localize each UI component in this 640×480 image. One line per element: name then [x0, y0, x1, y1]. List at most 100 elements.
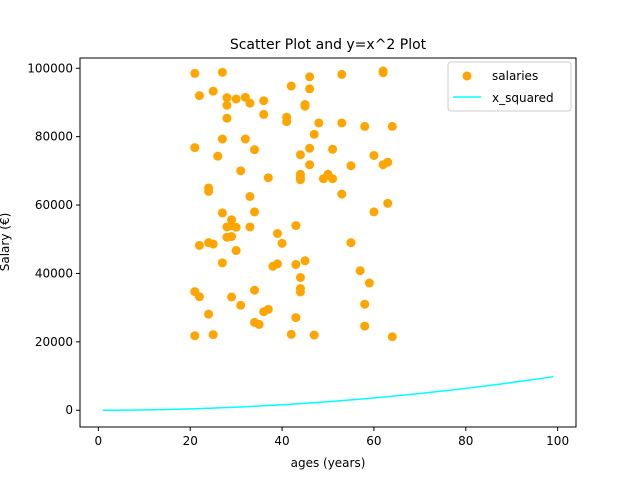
scatter-point	[364, 278, 374, 288]
scatter-point	[208, 86, 218, 96]
scatter-point	[309, 129, 319, 139]
scatter-point	[194, 240, 204, 250]
scatter-point	[305, 160, 315, 170]
y-tick-label: 20000	[35, 335, 73, 349]
y-axis-label: Salary (€)	[0, 213, 12, 272]
scatter-point	[387, 332, 397, 342]
scatter-point	[204, 309, 214, 319]
scatter-point	[217, 67, 227, 77]
x-tick-label: 40	[274, 434, 289, 448]
scatter-point	[360, 121, 370, 131]
scatter-point	[259, 109, 269, 119]
legend-label-x-squared: x_squared	[492, 91, 554, 105]
scatter-point	[217, 134, 227, 144]
scatter-point	[383, 198, 393, 208]
scatter-point	[236, 300, 246, 310]
scatter-point	[346, 161, 356, 171]
scatter-point	[254, 319, 264, 329]
scatter-point	[291, 260, 301, 270]
x-tick-label: 80	[458, 434, 473, 448]
scatter-point	[245, 222, 255, 232]
points-layer	[190, 66, 397, 342]
scatter-point	[231, 94, 241, 104]
scatter-point	[291, 221, 301, 231]
series-line-x-squared	[102, 375, 554, 411]
scatter-point	[194, 91, 204, 101]
scatter-point	[222, 113, 232, 123]
scatter-point	[295, 287, 305, 297]
scatter-point	[272, 259, 282, 269]
scatter-point	[282, 117, 292, 127]
scatter-point	[231, 222, 241, 232]
scatter-point	[250, 285, 260, 295]
scatter-point	[208, 330, 218, 340]
scatter-point	[190, 143, 200, 153]
scatter-point	[369, 150, 379, 160]
scatter-point	[231, 246, 241, 256]
x-tick-label: 0	[95, 434, 103, 448]
x-axis-ticks: 0 20 40 60 80 100	[95, 427, 569, 448]
scatter-point	[337, 118, 347, 128]
scatter-point	[286, 81, 296, 91]
scatter-point	[259, 96, 269, 106]
scatter-point	[190, 68, 200, 78]
line-layer	[102, 375, 554, 411]
scatter-point	[346, 238, 356, 248]
axes-frame	[79, 57, 577, 428]
scatter-point	[227, 232, 237, 242]
scatter-point	[240, 134, 250, 144]
scatter-point	[222, 100, 232, 110]
legend-box	[447, 61, 572, 112]
scatter-point	[314, 118, 324, 128]
scatter-point	[305, 84, 315, 94]
scatter-point	[305, 143, 315, 153]
y-tick-label: 40000	[35, 266, 73, 280]
legend-label-salaries: salaries	[492, 69, 538, 83]
scatter-point	[204, 186, 214, 196]
plot-area	[102, 66, 554, 411]
scatter-point	[295, 150, 305, 160]
scatter-point	[272, 228, 282, 238]
scatter-point	[194, 292, 204, 302]
scatter-point	[236, 166, 246, 176]
x-axis-label: ages (years)	[291, 456, 366, 470]
x-tick-label: 100	[546, 434, 569, 448]
y-tick-label: 100000	[27, 61, 73, 75]
x-tick-label: 60	[366, 434, 381, 448]
scatter-point	[263, 304, 273, 314]
x-tick-label: 20	[183, 434, 198, 448]
scatter-point	[277, 238, 287, 248]
scatter-point	[305, 72, 315, 82]
y-tick-label: 60000	[35, 198, 73, 212]
scatter-point	[222, 93, 232, 103]
scatter-point	[378, 160, 388, 170]
scatter-point	[355, 266, 365, 276]
scatter-point	[217, 258, 227, 268]
legend-marker-salaries	[462, 71, 472, 81]
scatter-point	[213, 151, 223, 161]
scatter-point	[250, 145, 260, 155]
scatter-point	[217, 208, 227, 218]
y-axis-ticks: 0 20000 40000 60000 80000 100000	[27, 61, 80, 417]
scatter-point	[208, 239, 218, 249]
legend: salaries x_squared	[447, 61, 572, 112]
y-tick-label: 0	[65, 403, 73, 417]
scatter-point	[309, 330, 319, 340]
scatter-point	[295, 273, 305, 283]
scatter-point	[250, 207, 260, 217]
scatter-point	[387, 121, 397, 131]
scatter-point	[227, 292, 237, 302]
scatter-point	[300, 101, 310, 111]
chart-title: Scatter Plot and y=x^2 Plot	[230, 37, 427, 53]
scatter-point	[378, 68, 388, 78]
y-tick-label: 80000	[35, 130, 73, 144]
scatter-point	[245, 98, 255, 108]
scatter-point	[286, 329, 296, 339]
scatter-point	[245, 192, 255, 201]
scatter-point	[360, 299, 370, 309]
scatter-point	[328, 144, 338, 154]
scatter-point	[328, 174, 338, 184]
scatter-point	[360, 321, 370, 331]
scatter-point	[291, 313, 301, 323]
